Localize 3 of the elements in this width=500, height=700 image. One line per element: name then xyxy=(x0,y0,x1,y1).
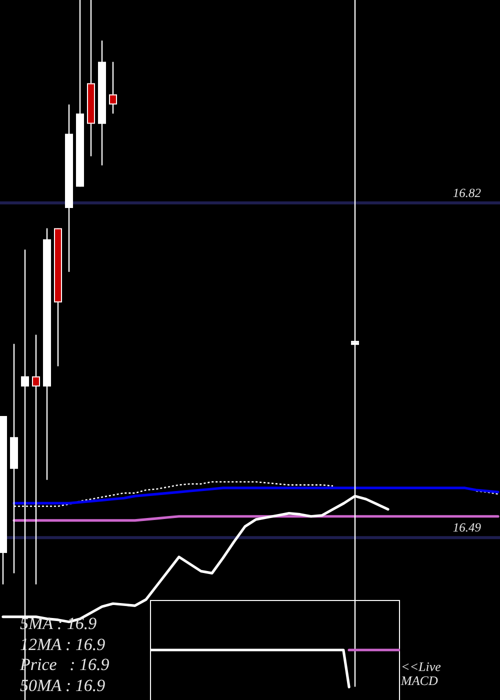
ref-line-label: 16.82 xyxy=(452,186,481,200)
annotation: <<Live MACD xyxy=(401,659,442,688)
ref-line-label: 16.49 xyxy=(452,520,482,535)
